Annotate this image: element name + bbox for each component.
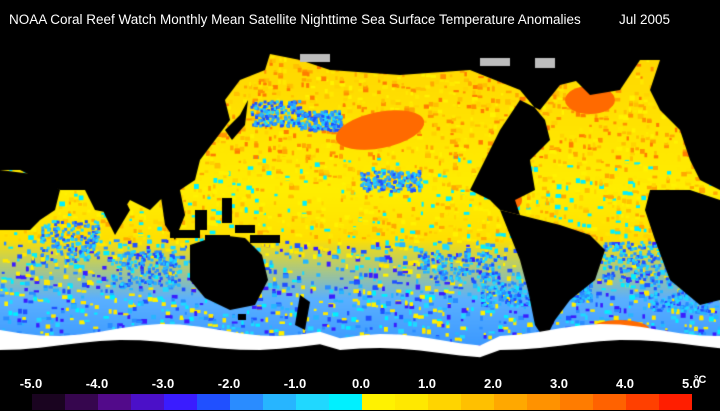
scale-tick-label: 2.0 bbox=[483, 376, 503, 391]
color-bar-cell bbox=[329, 394, 362, 410]
color-bar-cell bbox=[626, 394, 659, 410]
color-bar-cell bbox=[395, 394, 428, 410]
color-bar-cell bbox=[65, 394, 98, 410]
title-text: NOAA Coral Reef Watch Monthly Mean Satel… bbox=[9, 12, 581, 27]
color-bar-cell bbox=[164, 394, 197, 410]
scale-tick-label: -2.0 bbox=[217, 376, 241, 391]
color-bar-cell bbox=[296, 394, 329, 410]
date-label: Jul 2005 bbox=[619, 12, 671, 27]
color-scale-legend: -5.0 -4.0 -3.0 -2.0 -1.0 0.0 1.0 2.0 3.0 4.0 5.0 °… bbox=[0, 372, 720, 411]
sst-anomaly-map bbox=[0, 40, 720, 372]
map-title: NOAA Coral Reef Watch Monthly Mean Satel… bbox=[0, 0, 720, 40]
color-bar-cell bbox=[263, 394, 296, 410]
color-bar-cell bbox=[197, 394, 230, 410]
color-bar-cell bbox=[494, 394, 527, 410]
color-bar bbox=[31, 393, 693, 411]
color-bar-cell bbox=[659, 394, 692, 410]
scale-tick-label: 1.0 bbox=[417, 376, 437, 391]
color-bar-cell bbox=[527, 394, 560, 410]
color-bar-cell bbox=[428, 394, 461, 410]
scale-tick-label: 3.0 bbox=[549, 376, 569, 391]
scale-tick-label: -4.0 bbox=[85, 376, 109, 391]
color-bar-cell bbox=[131, 394, 164, 410]
color-bar-cell bbox=[461, 394, 494, 410]
color-bar-cell bbox=[362, 394, 395, 410]
scale-tick-label: 4.0 bbox=[615, 376, 635, 391]
unit-label: °C bbox=[694, 374, 707, 386]
scale-tick-label: -5.0 bbox=[19, 376, 43, 391]
color-bar-cell bbox=[230, 394, 263, 410]
color-bar-cell bbox=[560, 394, 593, 410]
scale-tick-label: 5.0 bbox=[681, 376, 701, 391]
color-bar-cell bbox=[32, 394, 65, 410]
scale-tick-label: 0.0 bbox=[351, 376, 371, 391]
color-bar-cell bbox=[593, 394, 626, 410]
scale-tick-label: -3.0 bbox=[151, 376, 175, 391]
scale-tick-label: -1.0 bbox=[283, 376, 307, 391]
color-bar-cell bbox=[98, 394, 131, 410]
